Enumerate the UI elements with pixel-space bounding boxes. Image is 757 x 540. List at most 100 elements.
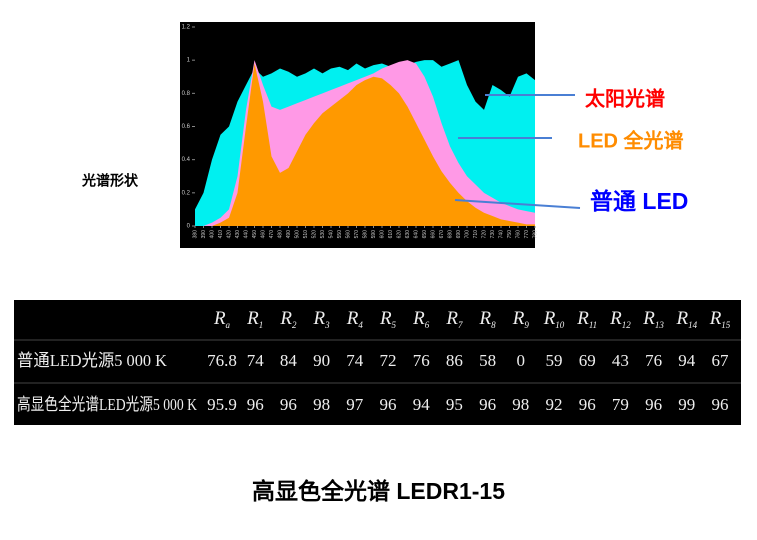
x-tick-label: 440 [243,230,249,239]
header-subscript: 5 [392,320,397,330]
header-subscript: 13 [655,320,665,330]
header-subscript: 7 [458,320,463,330]
header-symbol: R [609,308,622,329]
caption: 高显色全光谱 LEDR1-15 [251,478,506,504]
cell: 96 [479,395,496,414]
cell: 43 [612,351,629,370]
x-tick-label: 510 [303,230,309,239]
x-tick-label: 720 [481,230,487,239]
x-tick-label: 660 [430,230,436,239]
y-tick-label: 1.2 [182,25,191,31]
header-subscript: 15 [721,320,731,330]
cell: 97 [346,395,364,414]
x-tick-label: 670 [439,230,445,239]
x-tick-label: 600 [379,230,385,239]
cell: 74 [247,351,265,370]
side-label: 光谱形状 [81,173,139,189]
header-symbol: R [412,308,425,329]
header-subscript: 9 [524,320,529,330]
x-tick-label: 540 [328,230,334,239]
cell: 76 [413,351,430,370]
x-tick-label: 770 [524,230,530,239]
x-tick-label: 480 [277,230,283,239]
header-symbol: R [512,308,525,329]
x-tick-label: 470 [269,230,275,239]
y-tick-label: 0.2 [182,190,191,196]
header-cell: R3 [313,308,331,330]
cell: 96 [247,395,264,414]
cell: 0 [517,351,526,370]
x-tick-label: 690 [456,230,462,239]
cell: 94 [413,395,431,414]
cell: 96 [280,395,297,414]
cell: 95 [446,395,463,414]
header-symbol: R [213,308,226,329]
header-cell: R5 [379,308,397,330]
x-tick-label: 380 [192,230,198,239]
y-tick-label: 0.6 [182,124,191,130]
header-symbol: R [479,308,492,329]
header-symbol: R [379,308,392,329]
header-cell: R9 [512,308,530,330]
x-tick-label: 400 [209,230,215,239]
cell: 79 [612,395,629,414]
cell: 84 [280,351,298,370]
cell: 96 [579,395,596,414]
header-subscript: 4 [358,320,363,330]
cell: 72 [380,351,397,370]
area [195,63,535,226]
header-cell: Ra [213,308,231,330]
x-tick-label: 570 [354,230,360,239]
header-subscript: 11 [589,320,597,330]
cell: 86 [446,351,463,370]
x-tick-label: 740 [498,230,504,239]
y-tick-label: 0 [187,224,191,230]
header-subscript: 8 [491,320,496,330]
cell: 76.8 [207,351,237,370]
x-tick-label: 490 [286,230,292,239]
header-cell: R14 [675,308,697,330]
pointer-line [454,199,581,209]
x-tick-label: 610 [388,230,394,239]
cell: 69 [579,351,596,370]
x-tick-label: 700 [464,230,470,239]
header-cell: R1 [246,308,263,330]
cell: 98 [313,395,330,414]
header-subscript: 3 [324,320,330,330]
cell: 92 [546,395,563,414]
x-tick-label: 650 [422,230,428,239]
header-subscript: 6 [425,320,430,330]
x-tick-label: 460 [260,230,266,239]
header-symbol: R [346,308,359,329]
header-subscript: 10 [555,320,565,330]
x-tick-label: 760 [515,230,521,239]
header-symbol: R [576,308,589,329]
x-tick-label: 780 [532,230,538,239]
x-tick-label: 730 [490,230,496,239]
header-cell: R4 [346,308,364,330]
x-tick-label: 590 [371,230,377,239]
header-symbol: R [246,308,259,329]
x-tick-label: 530 [320,230,326,239]
cell: 96 [645,395,662,414]
cell: 95.9 [207,395,237,414]
x-tick-label: 560 [345,230,351,239]
header-symbol: R [445,308,458,329]
header-cell: R2 [279,308,297,330]
y-tick-label: 0.4 [182,157,191,163]
header-cell: R10 [543,308,565,330]
cell: 96 [712,395,729,414]
header-subscript: 12 [622,320,632,330]
legend-label: LED 全光谱 [578,128,684,152]
x-tick-label: 390 [201,230,207,239]
header-cell: R11 [576,308,597,330]
legend-label: 太阳光谱 [585,86,665,110]
header-cell: R8 [479,308,497,330]
header-symbol: R [675,308,688,329]
x-tick-label: 550 [337,230,343,239]
cell: 67 [712,351,730,370]
x-tick-label: 620 [396,230,402,239]
header-subscript: a [226,320,231,330]
x-tick-label: 630 [405,230,411,239]
x-tick-label: 750 [507,230,513,239]
